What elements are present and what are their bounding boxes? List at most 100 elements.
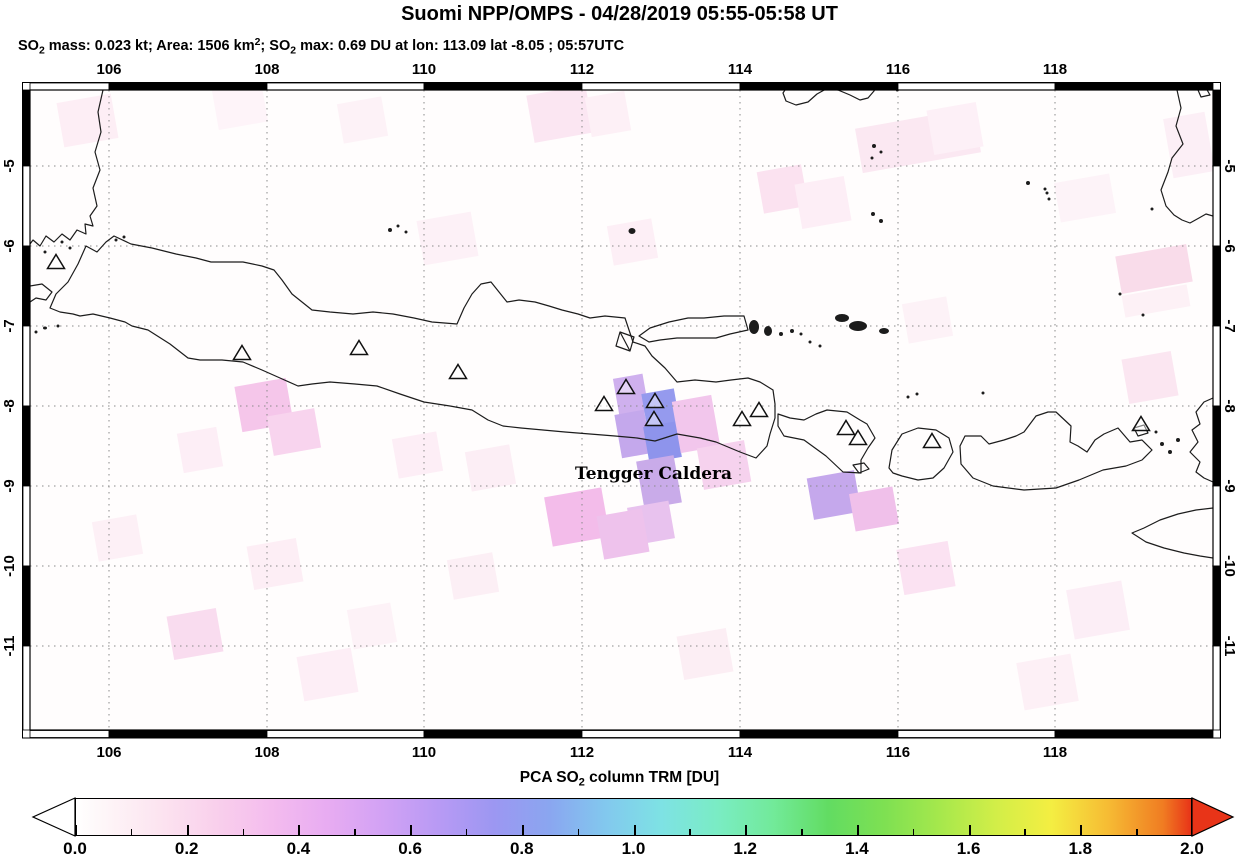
- island-dot: [799, 332, 803, 336]
- island-dot: [849, 321, 867, 331]
- lon-label-top: 110: [411, 61, 437, 78]
- so2-patch: [296, 647, 359, 702]
- so2-patch: [266, 408, 322, 456]
- colorbar-tick-label: 0.8: [509, 839, 534, 858]
- frame-outer: [22, 82, 1221, 739]
- colorbar-tick-label: 2.0: [1180, 839, 1204, 858]
- colorbar-tick-label: 0.2: [174, 839, 199, 858]
- coastline-sumba: [1131, 507, 1213, 559]
- so2-patch: [794, 176, 852, 229]
- coastline-ujung_kulon: [30, 283, 53, 303]
- so2-patch: [901, 296, 954, 344]
- so2-patch: [676, 627, 734, 681]
- so2-patch: [643, 421, 682, 463]
- volcano-marker: [232, 344, 252, 361]
- colorbar-tick-label: 0.0: [63, 839, 87, 858]
- colorbar-major-tick: [1080, 825, 1083, 835]
- island-dot: [981, 391, 985, 395]
- text-segment: column TRM [DU]: [584, 769, 720, 786]
- lon-label-top: 112: [569, 61, 595, 78]
- island-dot: [872, 144, 876, 148]
- so2-patch: [926, 102, 984, 155]
- colorbar-major-tick: [75, 825, 77, 835]
- so2-patch: [849, 486, 899, 532]
- coastline-sangeang_island: [1133, 424, 1149, 437]
- island-dot: [808, 340, 812, 344]
- island-dot: [114, 238, 118, 242]
- so2-patch: [544, 487, 610, 547]
- so2-patch: [1163, 111, 1213, 179]
- island-dot: [1045, 191, 1049, 195]
- island-dot: [68, 246, 72, 250]
- so2-patch: [614, 409, 652, 459]
- coastline-nusa_penida: [852, 462, 870, 474]
- island-dot: [879, 219, 883, 223]
- island-dot: [915, 392, 919, 396]
- colorbar-major-tick: [856, 825, 859, 835]
- lon-label-top: 108: [254, 61, 280, 78]
- so2-patch: [176, 426, 224, 474]
- island-dot: [790, 329, 794, 333]
- island-dot: [1026, 181, 1030, 185]
- volcano-marker: [732, 410, 752, 427]
- volcano-marker: [616, 378, 636, 395]
- so2-patch-layer: [56, 90, 1213, 711]
- colorbar-minor-tick: [130, 829, 133, 835]
- island-dot: [43, 250, 47, 254]
- so2-patch: [246, 537, 304, 591]
- so2-patch: [56, 93, 119, 148]
- island-dot: [60, 240, 64, 244]
- colorbar-title: PCA SO2 column TRM [DU]: [0, 769, 1239, 788]
- so2-patch: [671, 394, 721, 454]
- island-dot: [749, 320, 759, 334]
- so2-patch: [1121, 284, 1191, 318]
- so2-patch: [696, 440, 752, 490]
- so2-patch: [166, 607, 224, 661]
- island-dot: [1043, 187, 1047, 191]
- lon-label-bottom: 110: [411, 744, 437, 761]
- so2-patch: [1121, 351, 1179, 404]
- coastline-kalimantan_tip: [782, 90, 876, 106]
- island-dot: [122, 235, 126, 239]
- colorbar-tick-label: 0.4: [286, 839, 311, 858]
- island-dot: [1154, 430, 1158, 434]
- island-dot: [879, 328, 889, 334]
- lon-label-top: 116: [885, 61, 911, 78]
- so2-patch: [391, 431, 444, 479]
- island-dot: [404, 230, 408, 234]
- coastline-sulawesi: [1160, 90, 1213, 224]
- lon-label-bottom: 106: [96, 744, 122, 761]
- island-dot: [1118, 292, 1122, 296]
- coastline-kalimantan_mark: [895, 90, 900, 92]
- island-dot: [1168, 450, 1172, 454]
- island-dot: [1141, 313, 1145, 317]
- island-dot: [43, 326, 47, 330]
- island-dot: [1176, 438, 1180, 442]
- text-segment: SO: [18, 38, 39, 55]
- volcano-marker: [922, 432, 942, 449]
- so2-patch: [1115, 244, 1193, 294]
- volcano-marker: [836, 419, 856, 436]
- text-segment: mass: 0.023 kt; Area: 1506 km: [44, 38, 255, 55]
- so2-patch: [211, 90, 269, 131]
- colorbar-minor-tick: [801, 829, 803, 835]
- volcano-marker: [645, 392, 665, 409]
- colorbar-major-tick: [633, 825, 636, 835]
- so2-patch: [526, 90, 594, 143]
- volcano-marker: [349, 339, 369, 356]
- frame-inner: [29, 89, 1214, 731]
- coastline-bali: [777, 409, 876, 474]
- colorbar-major-tick: [968, 825, 971, 835]
- so2-patch: [636, 455, 682, 509]
- colorbar-minor-tick: [1136, 829, 1138, 835]
- so2-patch: [1016, 653, 1079, 711]
- so2-patch: [584, 90, 632, 138]
- colorbar-gradient: [75, 798, 1194, 836]
- colorbar-minor-tick: [912, 829, 915, 835]
- island-dot: [1160, 442, 1164, 446]
- colorbar-left-arrow: [31, 797, 76, 837]
- lon-label-bottom: 112: [569, 744, 595, 761]
- so2-patch: [756, 164, 809, 214]
- coastline-surabaya_diag: [619, 331, 631, 352]
- volcano-marker: [46, 253, 66, 270]
